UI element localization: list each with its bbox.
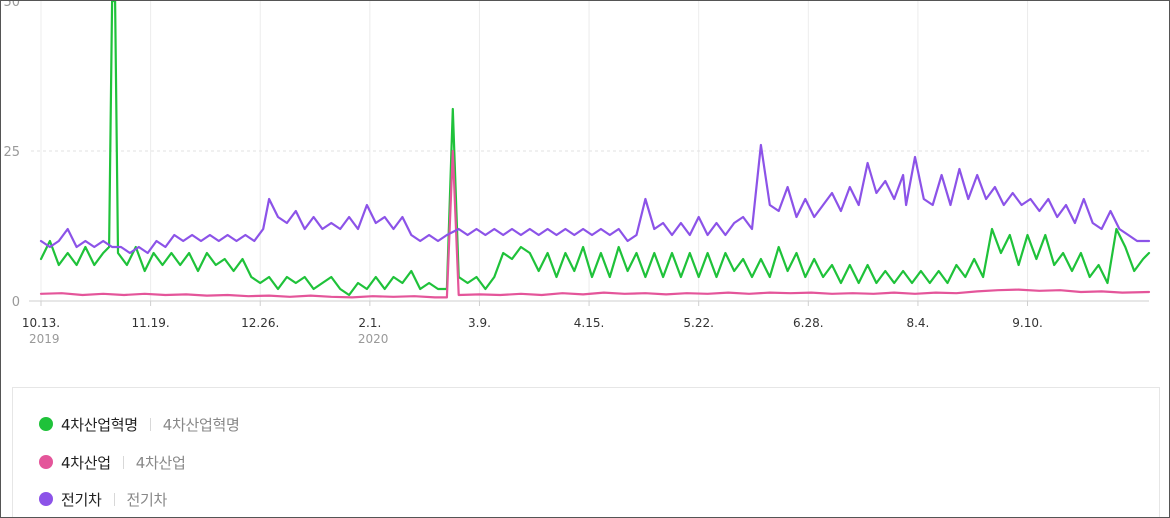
x-tick-label: 6.28. — [793, 316, 824, 330]
legend-item-0[interactable]: 4차산업혁명 4차산업혁명 — [39, 413, 240, 435]
legend-series-name: 4차산업혁명 — [61, 415, 138, 434]
y-axis-ticks: 0 25 50 — [3, 1, 20, 310]
legend-series-desc: 4차산업혁명 — [162, 415, 240, 434]
x-tick-label: 10.13. — [22, 316, 60, 330]
legend: 4차산업혁명 4차산업혁명 4차산업 4차산업 전기차 전기차 — [12, 387, 1160, 517]
legend-series-name: 4차산업 — [61, 453, 111, 472]
legend-separator — [149, 417, 151, 431]
y-tick-label: 25 — [3, 145, 20, 160]
legend-series-desc: 4차산업 — [135, 453, 186, 472]
legend-separator — [122, 455, 124, 469]
x-tick-label: 9.10. — [1012, 316, 1043, 330]
x-tick-label: 3.9. — [468, 316, 491, 330]
x-tick-year-label: 2020 — [358, 332, 389, 346]
legend-item-1[interactable]: 4차산업 4차산업 — [39, 451, 186, 473]
x-axis-ticks: 10.13. 2019 11.19. 12.26. 2.1. 2020 3.9. 4.15. 5… — [22, 301, 1043, 346]
series-line-2 — [39, 143, 1151, 255]
legend-separator — [113, 492, 115, 506]
series-line-0 — [39, 1, 1151, 297]
legend-dot-icon — [39, 417, 53, 431]
series-lines — [39, 1, 1151, 299]
legend-dot-icon — [39, 455, 53, 469]
legend-dot-icon — [39, 492, 53, 506]
legend-series-name: 전기차 — [61, 490, 102, 509]
series-line-1 — [39, 149, 1151, 299]
x-tick-label: 12.26. — [241, 316, 279, 330]
y-tick-label: 0 — [12, 295, 20, 310]
y-tick-label: 50 — [3, 1, 20, 10]
grid — [29, 1, 1149, 302]
x-tick-label: 5.22. — [683, 316, 714, 330]
legend-item-2[interactable]: 전기차 전기차 — [39, 488, 167, 510]
x-tick-label: 8.4. — [906, 316, 929, 330]
x-tick-label: 2.1. — [358, 316, 381, 330]
line-chart: 0 25 50 10.13. 2019 11.19. 12.26. 2.1. 2020 3.9.… — [3, 1, 1151, 346]
x-tick-label: 11.19. — [132, 316, 170, 330]
x-tick-year-label: 2019 — [29, 332, 60, 346]
legend-series-desc: 전기차 — [126, 490, 168, 509]
x-tick-label: 4.15. — [574, 316, 605, 330]
